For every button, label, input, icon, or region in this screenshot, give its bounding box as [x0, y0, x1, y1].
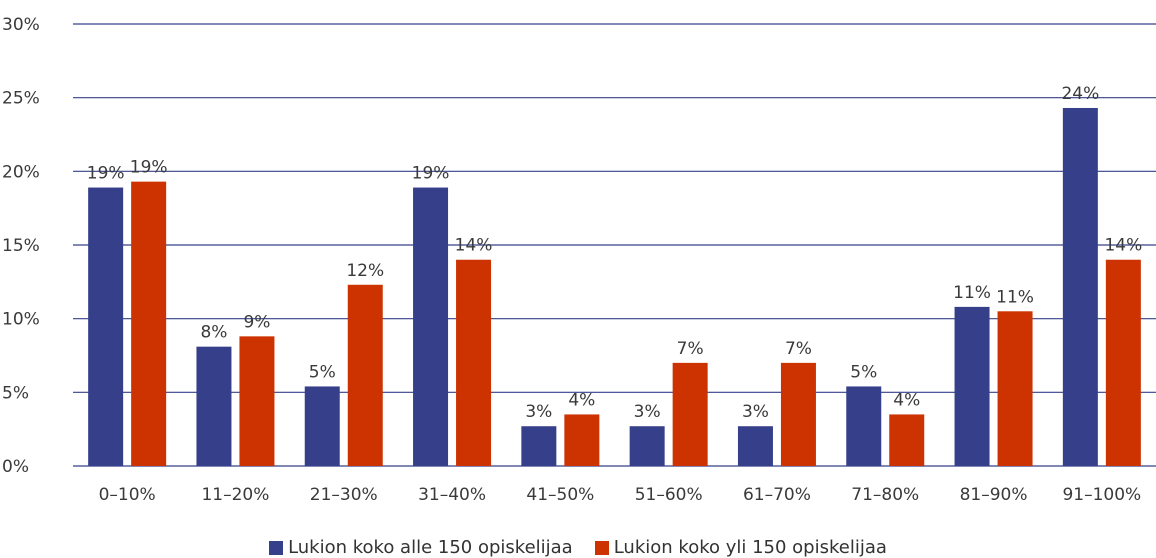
y-tick-label: 15% [2, 236, 40, 256]
bar-series-2 [456, 259, 492, 466]
x-axis-ticks: 0–10% 11–20% 21–30% 31–40% 41–50% 51–60% 61–70… [99, 485, 1142, 505]
data-label: 14% [455, 236, 493, 256]
bar-series-1 [413, 187, 449, 467]
bar-series-1 [629, 426, 665, 466]
data-label: 5% [850, 362, 877, 382]
bar-series-1 [1062, 107, 1098, 466]
bar-series-2 [1105, 259, 1141, 466]
data-label: 11% [953, 283, 991, 303]
bar-series-1 [954, 306, 990, 466]
legend-item-series-2: Lukion koko yli 150 opiskelijaa [594, 537, 887, 558]
bar-series-1 [304, 386, 340, 466]
data-label: 7% [677, 339, 704, 359]
legend-label-series-2: Lukion koko yli 150 opiskelijaa [613, 537, 887, 558]
data-label: 3% [634, 402, 661, 422]
data-label: 8% [200, 323, 227, 343]
bar-series-2 [131, 181, 167, 466]
bar-series-2 [997, 311, 1033, 466]
data-label: 14% [1104, 236, 1142, 256]
data-label: 7% [785, 339, 812, 359]
y-tick-label: 0% [2, 457, 29, 477]
bar-series-1 [737, 426, 773, 466]
x-tick-label: 0–10% [99, 485, 156, 505]
y-tick-label: 10% [2, 310, 40, 330]
x-tick-label: 11–20% [201, 485, 269, 505]
legend-swatch-series-1 [269, 540, 284, 555]
data-label: 24% [1061, 84, 1099, 104]
y-tick-label: 20% [2, 162, 40, 182]
data-label: 5% [309, 362, 336, 382]
bars [88, 107, 1141, 467]
bar-series-2 [889, 414, 925, 466]
bar-series-2 [347, 284, 383, 466]
x-tick-label: 21–30% [310, 485, 378, 505]
bar-series-1 [88, 187, 124, 467]
data-label: 4% [893, 390, 920, 410]
data-label: 4% [568, 390, 595, 410]
y-tick-label: 30% [2, 15, 40, 35]
x-tick-label: 61–70% [743, 485, 811, 505]
x-tick-label: 31–40% [418, 485, 486, 505]
y-tick-label: 5% [2, 383, 29, 403]
data-label: 3% [742, 402, 769, 422]
x-tick-label: 91–100% [1062, 485, 1141, 505]
bar-chart: 0%5%10%15%20%25%30% 19% 19%8%9%5%12%19%14… [2, 15, 1156, 505]
gridlines [73, 23, 1156, 467]
bar-series-1 [846, 386, 882, 466]
bar-series-1 [521, 426, 557, 466]
y-tick-label: 25% [2, 89, 40, 109]
bar-series-2 [564, 414, 600, 466]
legend-label-series-1: Lukion koko alle 150 opiskelijaa [288, 537, 573, 558]
data-label: 12% [346, 261, 384, 281]
legend-swatch-series-2 [594, 540, 609, 555]
legend-item-series-1: Lukion koko alle 150 opiskelijaa [269, 537, 573, 558]
data-label: 11% [996, 287, 1034, 307]
x-tick-label: 51–60% [635, 485, 703, 505]
data-labels: 19% 19%8%9%5%12%19%14%3%4%3%7%3%7%5%4%11%… [87, 84, 1142, 422]
data-label: 9% [243, 312, 270, 332]
data-label: 19% [130, 158, 168, 178]
bar-series-2 [672, 362, 708, 466]
x-tick-label: 81–90% [960, 485, 1028, 505]
y-axis-ticks: 0% 5% 10% 15% 20% 25% 30% [2, 15, 40, 477]
data-label: 19% [412, 164, 450, 184]
data-label: 19% [87, 164, 125, 184]
x-tick-label: 71–80% [851, 485, 919, 505]
bar-series-2 [239, 336, 275, 466]
legend: Lukion koko alle 150 opiskelijaa Lukion … [0, 537, 1156, 558]
bar-series-1 [196, 346, 232, 466]
bar-series-2 [780, 362, 816, 466]
x-tick-label: 41–50% [526, 485, 594, 505]
data-label: 3% [525, 402, 552, 422]
